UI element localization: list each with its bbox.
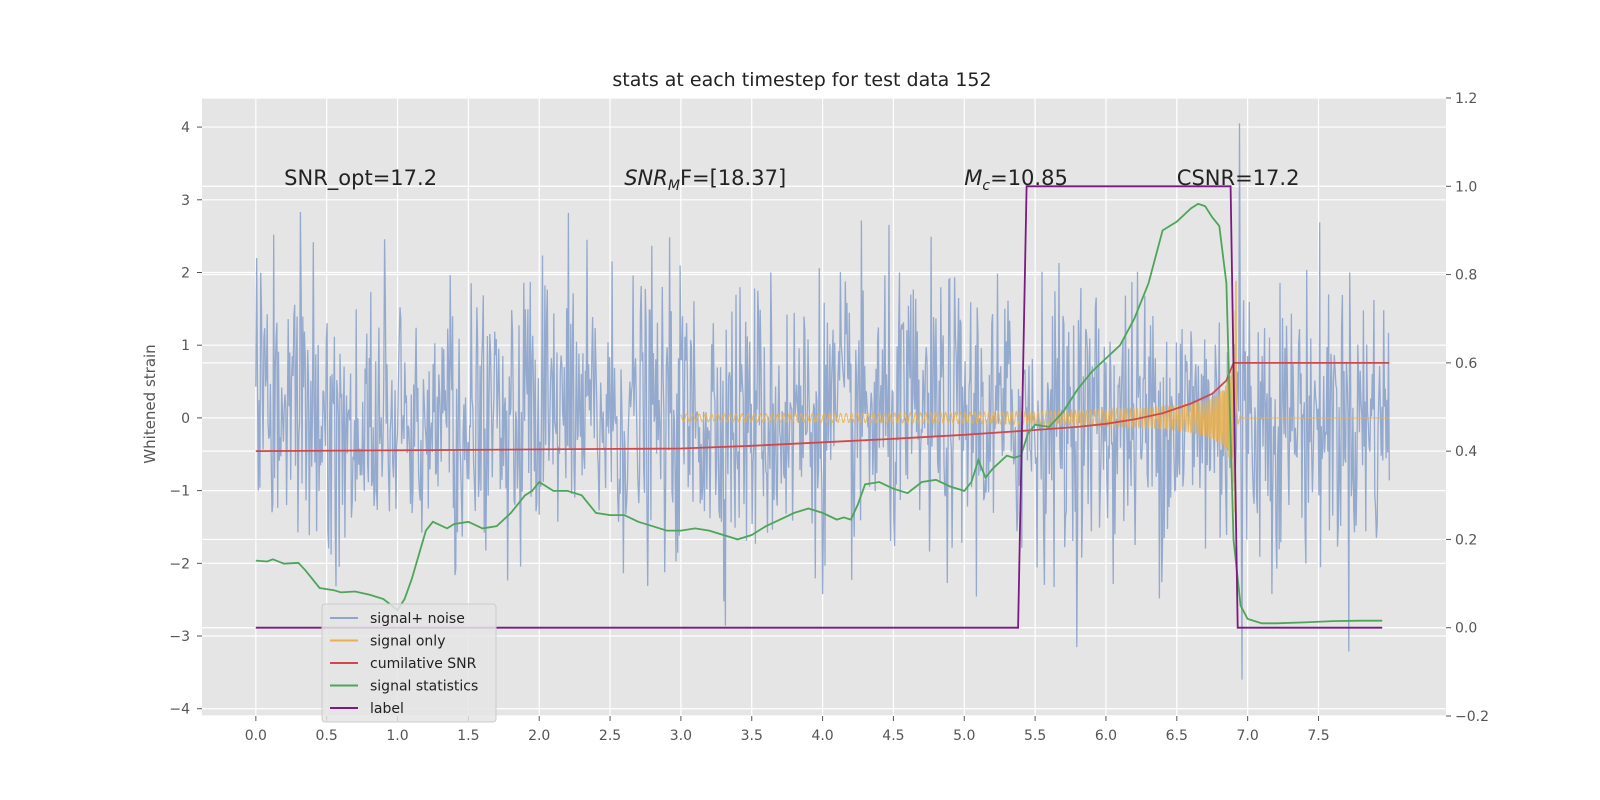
legend: signal+ noise signal only cumilative SNR si…	[321, 603, 497, 723]
y2-tick-label: 0.2	[1455, 532, 1477, 548]
legend-label: signal only	[370, 634, 445, 650]
y2-tick-label: 0.6	[1455, 356, 1477, 372]
legend-label: label	[370, 701, 404, 717]
annotation-sub: c	[982, 178, 990, 194]
annotation: SNR_opt=17.2	[284, 166, 437, 191]
annotation-main: SNR	[624, 166, 668, 190]
y2-tick-label: 0.8	[1455, 268, 1477, 284]
annotation: SNRMF=[18.37]	[624, 166, 786, 194]
y-tick-label: 2	[181, 265, 190, 281]
y-tick-label: 1	[181, 338, 190, 354]
annotation: Mc=10.85	[964, 166, 1068, 194]
annotation-rest: F=[18.37]	[680, 166, 786, 190]
annotation-main: M	[964, 166, 982, 190]
annotation: CSNR=17.2	[1177, 166, 1300, 190]
y-tick-label: −1	[169, 484, 190, 500]
x-tick-label: 6.5	[1166, 728, 1188, 744]
series-signal-noise	[255, 123, 1390, 680]
y-tick-label: −2	[169, 556, 190, 572]
x-tick-label: 0.0	[245, 728, 267, 744]
annotation-sub: M	[668, 178, 680, 194]
y-tick-label: 0	[181, 411, 190, 427]
x-tick-label: 3.5	[741, 728, 763, 744]
y-axis-label: Whitened strain	[141, 344, 159, 463]
legend-box	[321, 603, 497, 723]
x-tick-label: 1.5	[457, 728, 479, 744]
y2-tick-label: 0.4	[1455, 444, 1477, 460]
legend-label: signal statistics	[370, 679, 478, 695]
x-tick-label: 2.0	[528, 728, 550, 744]
y-tick-label: −4	[169, 702, 190, 718]
series-cumilative-snr	[255, 362, 1390, 452]
annotation-rest: =10.85	[990, 166, 1068, 190]
x-tick-label: 4.5	[882, 728, 904, 744]
series-layer	[255, 123, 1390, 680]
x-tick-label: 6.0	[1095, 728, 1117, 744]
x-tick-label: 3.0	[670, 728, 692, 744]
x-tick-label: 0.5	[316, 728, 338, 744]
y2-tick-label: 0.0	[1455, 621, 1477, 637]
y-tick-label: −3	[169, 629, 190, 645]
series-signal-only	[680, 280, 1390, 527]
x-tick-label: 5.0	[953, 728, 975, 744]
y2-tick-label: −0.2	[1455, 709, 1489, 725]
y-tick-label: 4	[181, 120, 190, 136]
y2-tick-label: 1.0	[1455, 179, 1477, 195]
chart-title: stats at each timestep for test data 152	[612, 69, 991, 91]
x-tick-label: 7.5	[1307, 728, 1329, 744]
legend-label: cumilative SNR	[370, 656, 477, 672]
annotations: SNR_opt=17.2 SNRMF=[18.37] Mc=10.85 CSNR=17…	[284, 166, 1299, 194]
series-label	[255, 185, 1383, 629]
x-tick-label: 7.0	[1237, 728, 1259, 744]
axes: 0.0 0.5 1.0 1.5 2.0 2.5 3.0 3.5 4.0 4.5 5.0 5.5 6.0 6…	[169, 91, 1489, 744]
x-tick-label: 4.0	[811, 728, 833, 744]
y2-tick-label: 1.2	[1455, 91, 1477, 107]
x-tick-label: 5.5	[1024, 728, 1046, 744]
legend-label: signal+ noise	[370, 611, 465, 627]
x-tick-label: 2.5	[599, 728, 621, 744]
x-tick-label: 1.0	[386, 728, 408, 744]
y-tick-label: 3	[181, 193, 190, 209]
series-signal-statistics	[255, 202, 1383, 625]
